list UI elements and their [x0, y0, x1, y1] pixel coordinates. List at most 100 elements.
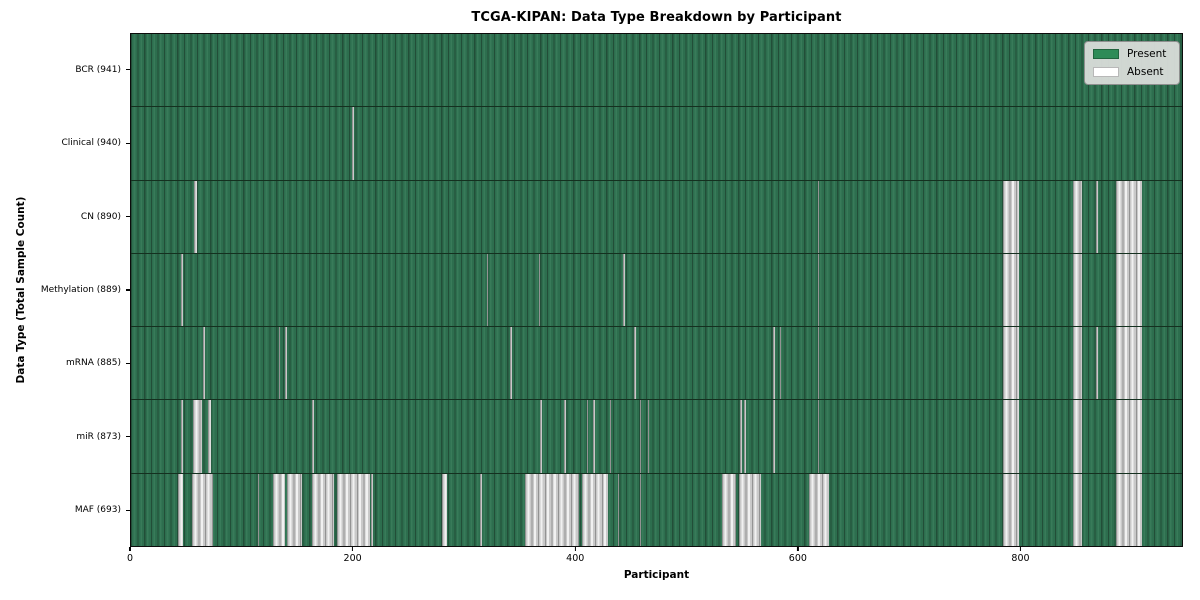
absent-stripe-mir	[609, 400, 612, 473]
absent-stripe-cn	[194, 180, 197, 253]
absent-stripe-maf	[192, 473, 214, 546]
heatmap-row-mir	[131, 400, 1182, 474]
absent-stripe-mir	[586, 400, 589, 473]
absent-stripe-cn	[1096, 180, 1099, 253]
absent-stripe-mir	[207, 400, 211, 473]
absent-stripe-mrna	[203, 327, 205, 400]
heatmap-row-cn	[131, 180, 1182, 254]
heatmap-row-methylation	[131, 253, 1182, 328]
absent-stripe-mir	[639, 400, 642, 473]
legend-label-absent: Absent	[1127, 66, 1164, 78]
ytick-label-mir: miR (873)	[76, 431, 121, 442]
legend-label-present: Present	[1127, 48, 1167, 60]
absent-stripe-maf	[1116, 473, 1142, 546]
legend-swatch-present	[1093, 49, 1119, 59]
xtick-mark	[1019, 547, 1022, 551]
legend-swatch-absent	[1093, 67, 1119, 77]
absent-stripe-mrna	[1073, 327, 1082, 400]
ytick-label-methylation: Methylation (889)	[40, 285, 121, 295]
absent-stripe-maf	[738, 473, 761, 546]
absent-stripe-maf	[336, 473, 370, 546]
x-axis-label: Participant	[623, 569, 690, 581]
absent-stripe-maf	[442, 473, 447, 546]
plot-area	[130, 33, 1183, 547]
ytick-mark	[126, 69, 130, 71]
absent-stripe-maf	[479, 473, 483, 546]
absent-stripe-mrna	[817, 327, 820, 400]
xtick-800: 800	[1011, 547, 1030, 564]
absent-stripe-maf	[177, 473, 184, 546]
absent-stripe-maf	[273, 473, 286, 546]
absent-stripe-mir	[744, 400, 747, 473]
ytick-label-maf: MAF (693)	[74, 505, 121, 516]
heatmap-row-bcr	[131, 34, 1182, 108]
heatmap-row-maf	[131, 473, 1182, 546]
absent-stripe-mrna	[509, 327, 512, 400]
xtick-label: 800	[1011, 553, 1030, 564]
x-axis-ticks: 0 200 400 600 800	[127, 547, 1183, 577]
ytick-mark	[126, 215, 130, 218]
xtick-200: 200	[344, 547, 362, 564]
xtick-mark	[574, 547, 576, 551]
ytick-mir: miR (873)	[76, 432, 130, 442]
absent-stripe-mir	[1116, 400, 1142, 473]
absent-stripe-maf	[286, 473, 303, 546]
absent-stripe-mir	[1073, 400, 1082, 473]
xtick-label: 400	[566, 553, 585, 564]
absent-stripe-maf	[639, 473, 642, 546]
ytick-mark	[126, 362, 130, 365]
absent-stripe-maf	[1003, 473, 1019, 546]
absent-stripe-mrna	[773, 327, 775, 400]
absent-stripe-maf	[582, 473, 608, 546]
absent-stripe-mir	[1003, 400, 1019, 473]
heatmap-row-mrna	[131, 327, 1182, 401]
absent-stripe-mir	[773, 400, 775, 473]
absent-stripe-maf	[525, 473, 579, 546]
chart-title: TCGA-KIPAN: Data Type Breakdown by Parti…	[471, 10, 842, 25]
ytick-bcr: BCR (941)	[75, 65, 130, 75]
absent-stripe-methylation	[623, 253, 625, 327]
ytick-label-cn: CN (890)	[80, 211, 121, 222]
xtick-0: 0	[127, 547, 133, 564]
xtick-label: 0	[126, 553, 134, 564]
absent-stripe-cn	[1003, 180, 1019, 253]
absent-stripe-mir	[817, 400, 820, 473]
absent-stripe-methylation	[538, 253, 541, 327]
ytick-label-bcr: BCR (941)	[75, 64, 121, 75]
y-axis-ticks: BCR (941) Clinical (940) CN (890) Methylati…	[0, 33, 130, 547]
xtick-mark	[797, 547, 799, 551]
absent-stripe-mir	[564, 400, 566, 473]
absent-stripe-mrna	[1003, 327, 1019, 400]
ytick-mark	[126, 142, 130, 144]
absent-stripe-mrna	[1096, 327, 1099, 400]
ytick-label-clinical: Clinical (940)	[61, 138, 121, 149]
absent-stripe-methylation	[1116, 253, 1142, 327]
absent-stripe-mir	[647, 400, 650, 473]
xtick-600: 600	[789, 547, 807, 564]
xtick-label: 200	[343, 553, 362, 564]
ytick-methylation: Methylation (889)	[41, 285, 130, 295]
xtick-mark	[352, 547, 354, 551]
absent-stripe-maf	[257, 473, 260, 546]
absent-stripe-maf	[312, 473, 335, 546]
absent-stripe-mir	[739, 400, 743, 473]
absent-stripe-mrna	[634, 327, 636, 400]
xtick-label: 600	[788, 553, 807, 564]
xtick-400: 400	[566, 547, 584, 564]
heatmap-row-clinical	[131, 107, 1182, 181]
absent-stripe-mrna	[1116, 327, 1142, 400]
ytick-mark	[126, 509, 130, 511]
absent-stripe-maf	[617, 473, 620, 546]
absent-stripe-methylation	[486, 253, 489, 327]
absent-stripe-clinical	[352, 107, 355, 180]
xtick-mark	[129, 547, 131, 551]
absent-stripe-cn	[817, 180, 820, 253]
absent-stripe-mir	[180, 400, 183, 473]
absent-stripe-cn	[1116, 180, 1142, 253]
absent-stripe-methylation	[180, 253, 183, 327]
absent-stripe-methylation	[817, 253, 820, 327]
absent-stripe-mrna	[779, 327, 782, 400]
legend-item-absent: Absent	[1093, 66, 1171, 78]
ytick-label-mrna: mRNA (885)	[66, 358, 121, 369]
